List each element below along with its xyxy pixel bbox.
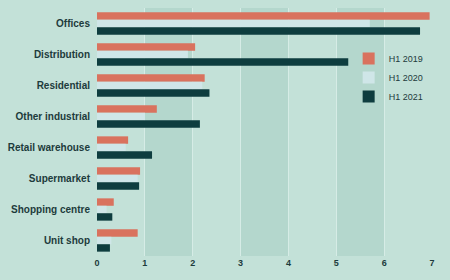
svg-text:Distribution: Distribution bbox=[34, 49, 90, 60]
svg-text:H1 2021: H1 2021 bbox=[389, 92, 423, 102]
svg-text:Shopping centre: Shopping centre bbox=[11, 204, 90, 215]
svg-text:Residential: Residential bbox=[37, 80, 91, 91]
svg-text:H1 2020: H1 2020 bbox=[389, 73, 423, 83]
svg-text:3: 3 bbox=[238, 258, 243, 268]
svg-text:Other industrial: Other industrial bbox=[16, 111, 91, 122]
svg-text:5: 5 bbox=[334, 258, 339, 268]
svg-text:Offices: Offices bbox=[56, 18, 90, 29]
svg-text:Supermarket: Supermarket bbox=[29, 173, 91, 184]
svg-text:H1 2019: H1 2019 bbox=[389, 54, 423, 64]
svg-text:0: 0 bbox=[94, 258, 99, 268]
svg-text:2: 2 bbox=[190, 258, 195, 268]
svg-text:1: 1 bbox=[142, 258, 147, 268]
svg-text:4: 4 bbox=[286, 258, 291, 268]
svg-text:6: 6 bbox=[382, 258, 387, 268]
svg-text:7: 7 bbox=[429, 258, 434, 268]
svg-text:Retail warehouse: Retail warehouse bbox=[8, 142, 91, 153]
svg-text:Unit shop: Unit shop bbox=[44, 235, 90, 246]
